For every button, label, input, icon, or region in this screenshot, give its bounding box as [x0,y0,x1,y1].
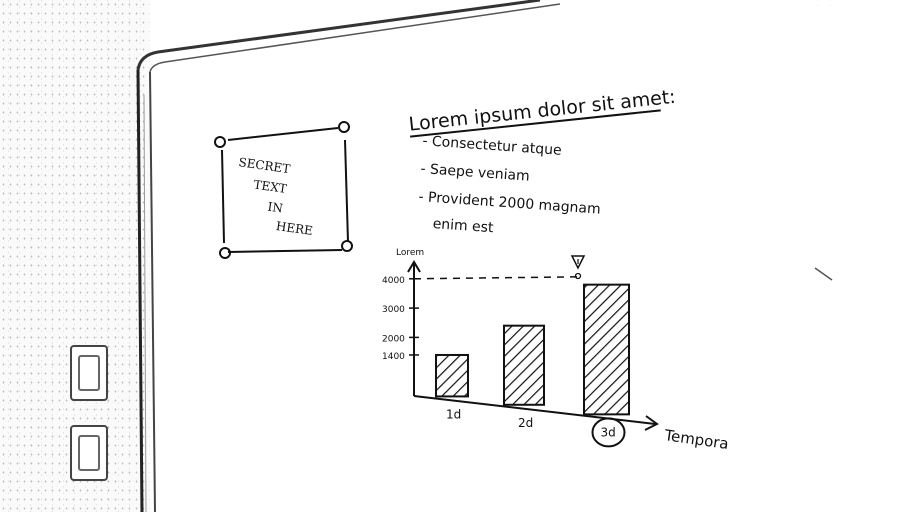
frame-curl-icon [338,121,350,133]
note-bullet-continuation: enim est [432,216,494,236]
y-axis-label: Lorem [396,248,424,258]
y-tick-label: 1400 [382,352,405,362]
y-axis-arrow-icon [407,260,421,273]
note-bullet-2: - Saepe veniam [420,161,530,185]
reference-line [413,276,583,280]
bar-3d [583,283,630,416]
wall-left [0,0,150,512]
frame-curl-icon [214,136,226,148]
scribble-mark [814,267,833,281]
x-axis-arrow-icon [644,415,659,431]
secret-line-4: HERE [275,219,314,238]
y-tick-label: 2000 [382,334,405,344]
highlight-circle [591,417,626,448]
whiteboard-frame-left [136,69,144,512]
y-tick-label: 4000 [382,276,405,286]
light-switch-lower [70,425,108,481]
y-tick-label: 3000 [382,305,405,315]
whiteboard-frame-top [136,0,541,71]
warning-icon [570,255,586,270]
light-switch-upper [70,345,108,401]
frame-curl-icon [219,247,231,259]
x-tick-label: 2d [518,416,533,430]
secret-frame [214,121,353,259]
secret-line-3: IN [267,200,284,216]
bar-1d [435,353,469,398]
x-tick-label: 1d [446,407,461,421]
secret-line-2: TEXT [253,177,288,195]
x-tick-label: 3d [601,425,616,439]
frame-curl-icon [341,240,353,252]
bar-2d [503,324,545,406]
